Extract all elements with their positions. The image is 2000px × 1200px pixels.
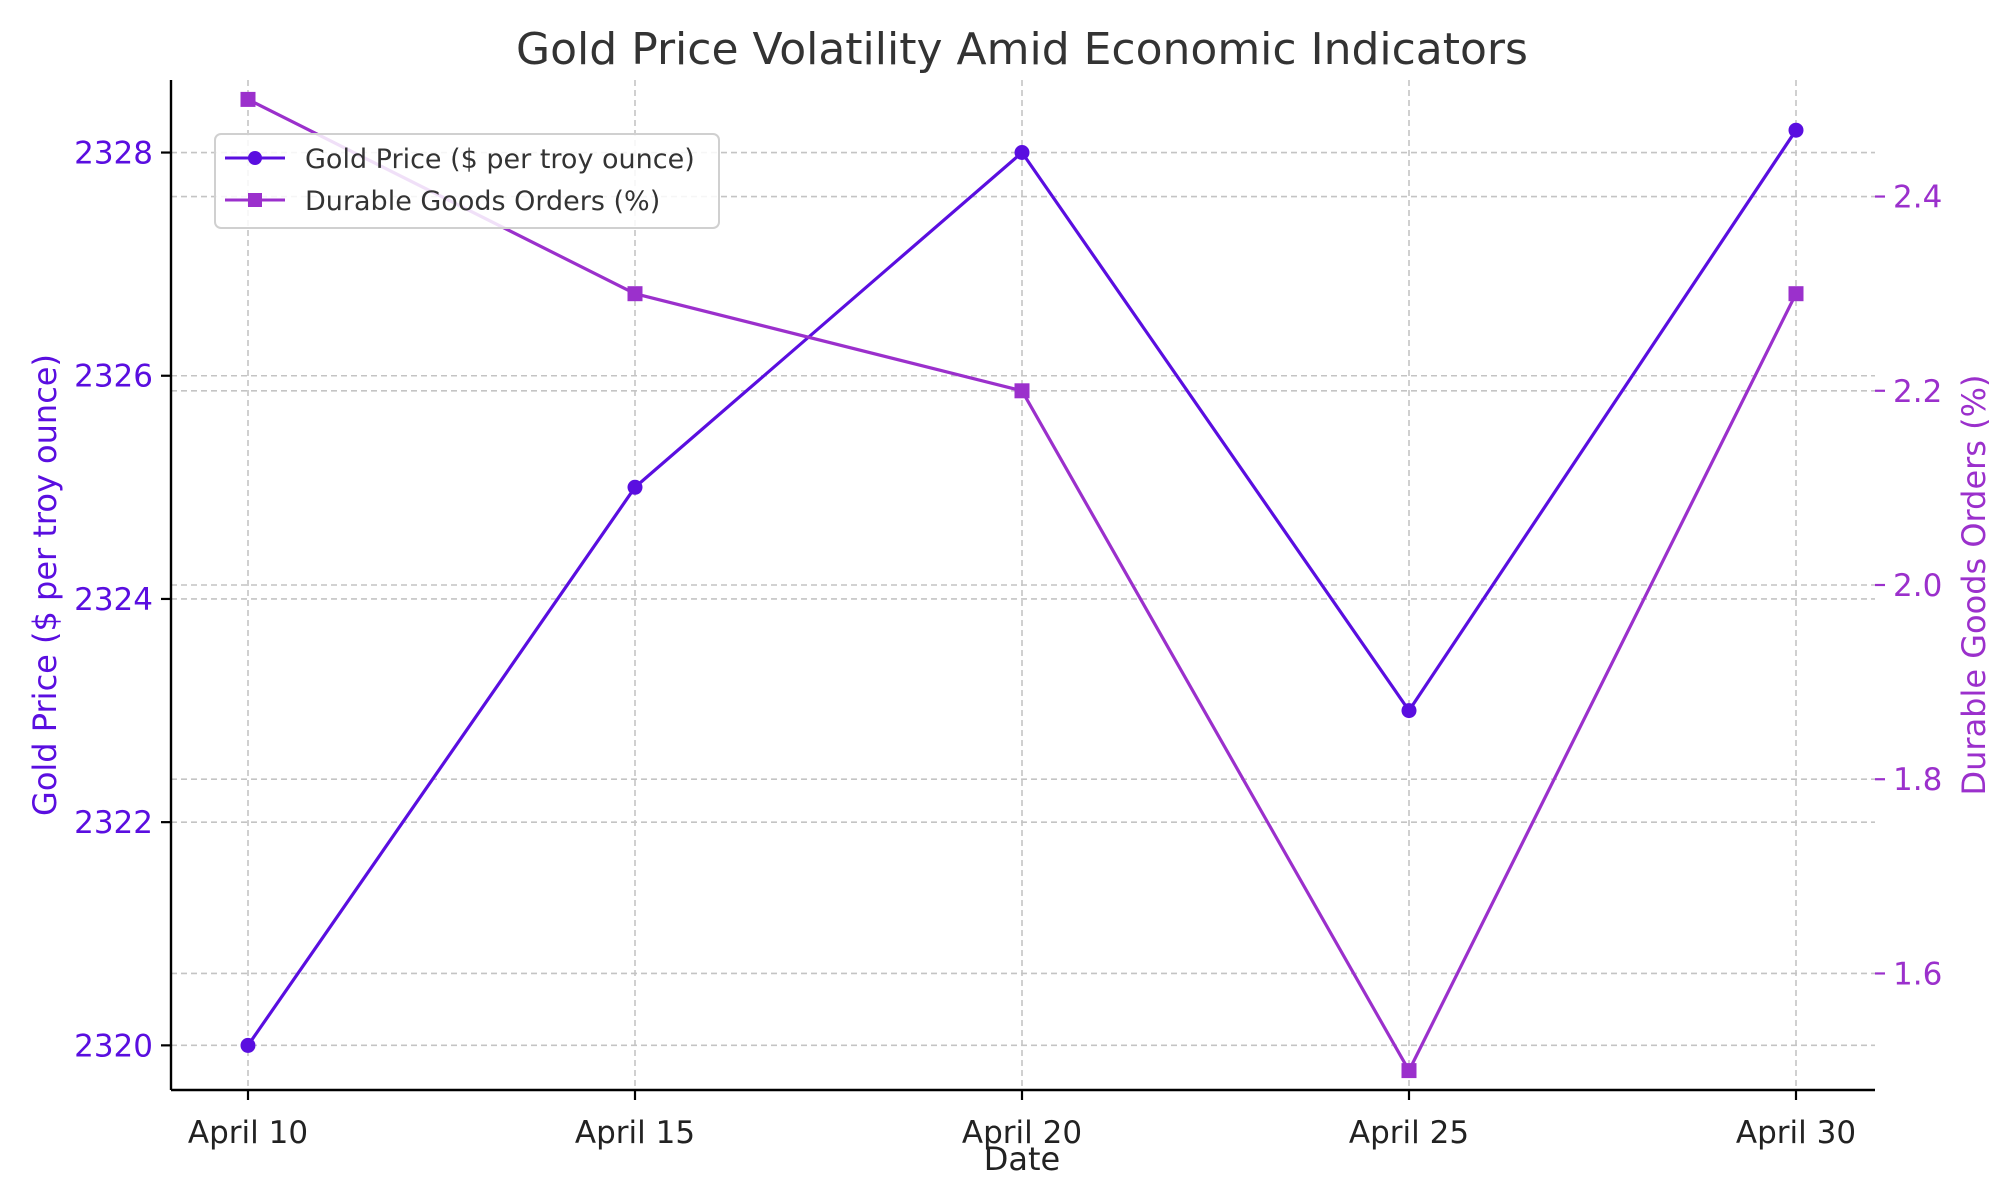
x-tick-label: April 15: [575, 1115, 695, 1151]
x-axis-title: Date: [984, 1140, 1060, 1178]
legend-marker-gold-price: [248, 151, 262, 165]
right-y-tick-label: 1.6: [1893, 956, 1942, 992]
left-axis-ticks: 2320 2322 2324 2326 2328: [74, 136, 171, 1064]
left-y-tick-label: 2320: [74, 1028, 153, 1064]
left-y-tick-label: 2326: [74, 359, 153, 395]
legend-marker-durable-goods: [248, 193, 262, 207]
data-point-gold-price: [1014, 145, 1030, 160]
right-y-tick-label: 2.0: [1893, 568, 1942, 604]
right-y-tick-label: 2.2: [1893, 374, 1942, 410]
left-y-tick-label: 2324: [74, 582, 153, 618]
x-tick-label: April 20: [962, 1115, 1082, 1151]
data-point-gold-price: [627, 479, 643, 495]
legend-label-durable-goods: Durable Goods Orders (%): [305, 186, 660, 217]
data-point-durable-goods: [627, 286, 643, 302]
legend-label-gold-price: Gold Price ($ per troy ounce): [305, 144, 695, 175]
data-point-durable-goods: [1788, 286, 1804, 302]
x-tick-label: April 25: [1349, 1115, 1469, 1151]
x-axis-ticks: April 10 April 15 April 20 April 25 April 30: [188, 1090, 1856, 1151]
right-axis-title: Durable Goods Orders (%): [1955, 374, 1993, 795]
data-point-gold-price: [240, 1037, 256, 1053]
left-y-tick-label: 2322: [74, 805, 153, 841]
right-y-tick-label: 1.8: [1893, 762, 1942, 798]
data-point-gold-price: [1788, 122, 1804, 138]
x-tick-label: April 30: [1736, 1115, 1856, 1151]
right-y-tick-label: 2.4: [1893, 180, 1942, 216]
left-y-tick-label: 2328: [74, 136, 153, 172]
right-axis-ticks: 1.6 1.8 2.0 2.2 2.4: [1875, 180, 1942, 992]
left-axis-title: Gold Price ($ per troy ounce): [26, 354, 64, 816]
legend-box: [214, 133, 720, 229]
data-point-gold-price: [1401, 703, 1417, 719]
legend: Gold Price ($ per troy ounce) Durable Go…: [214, 133, 720, 229]
x-tick-label: April 10: [188, 1115, 308, 1151]
data-point-durable-goods: [1014, 383, 1030, 399]
data-point-durable-goods: [240, 91, 256, 107]
data-point-durable-goods: [1401, 1063, 1417, 1079]
chart-title: Gold Price Volatility Amid Economic Indi…: [516, 24, 1528, 75]
